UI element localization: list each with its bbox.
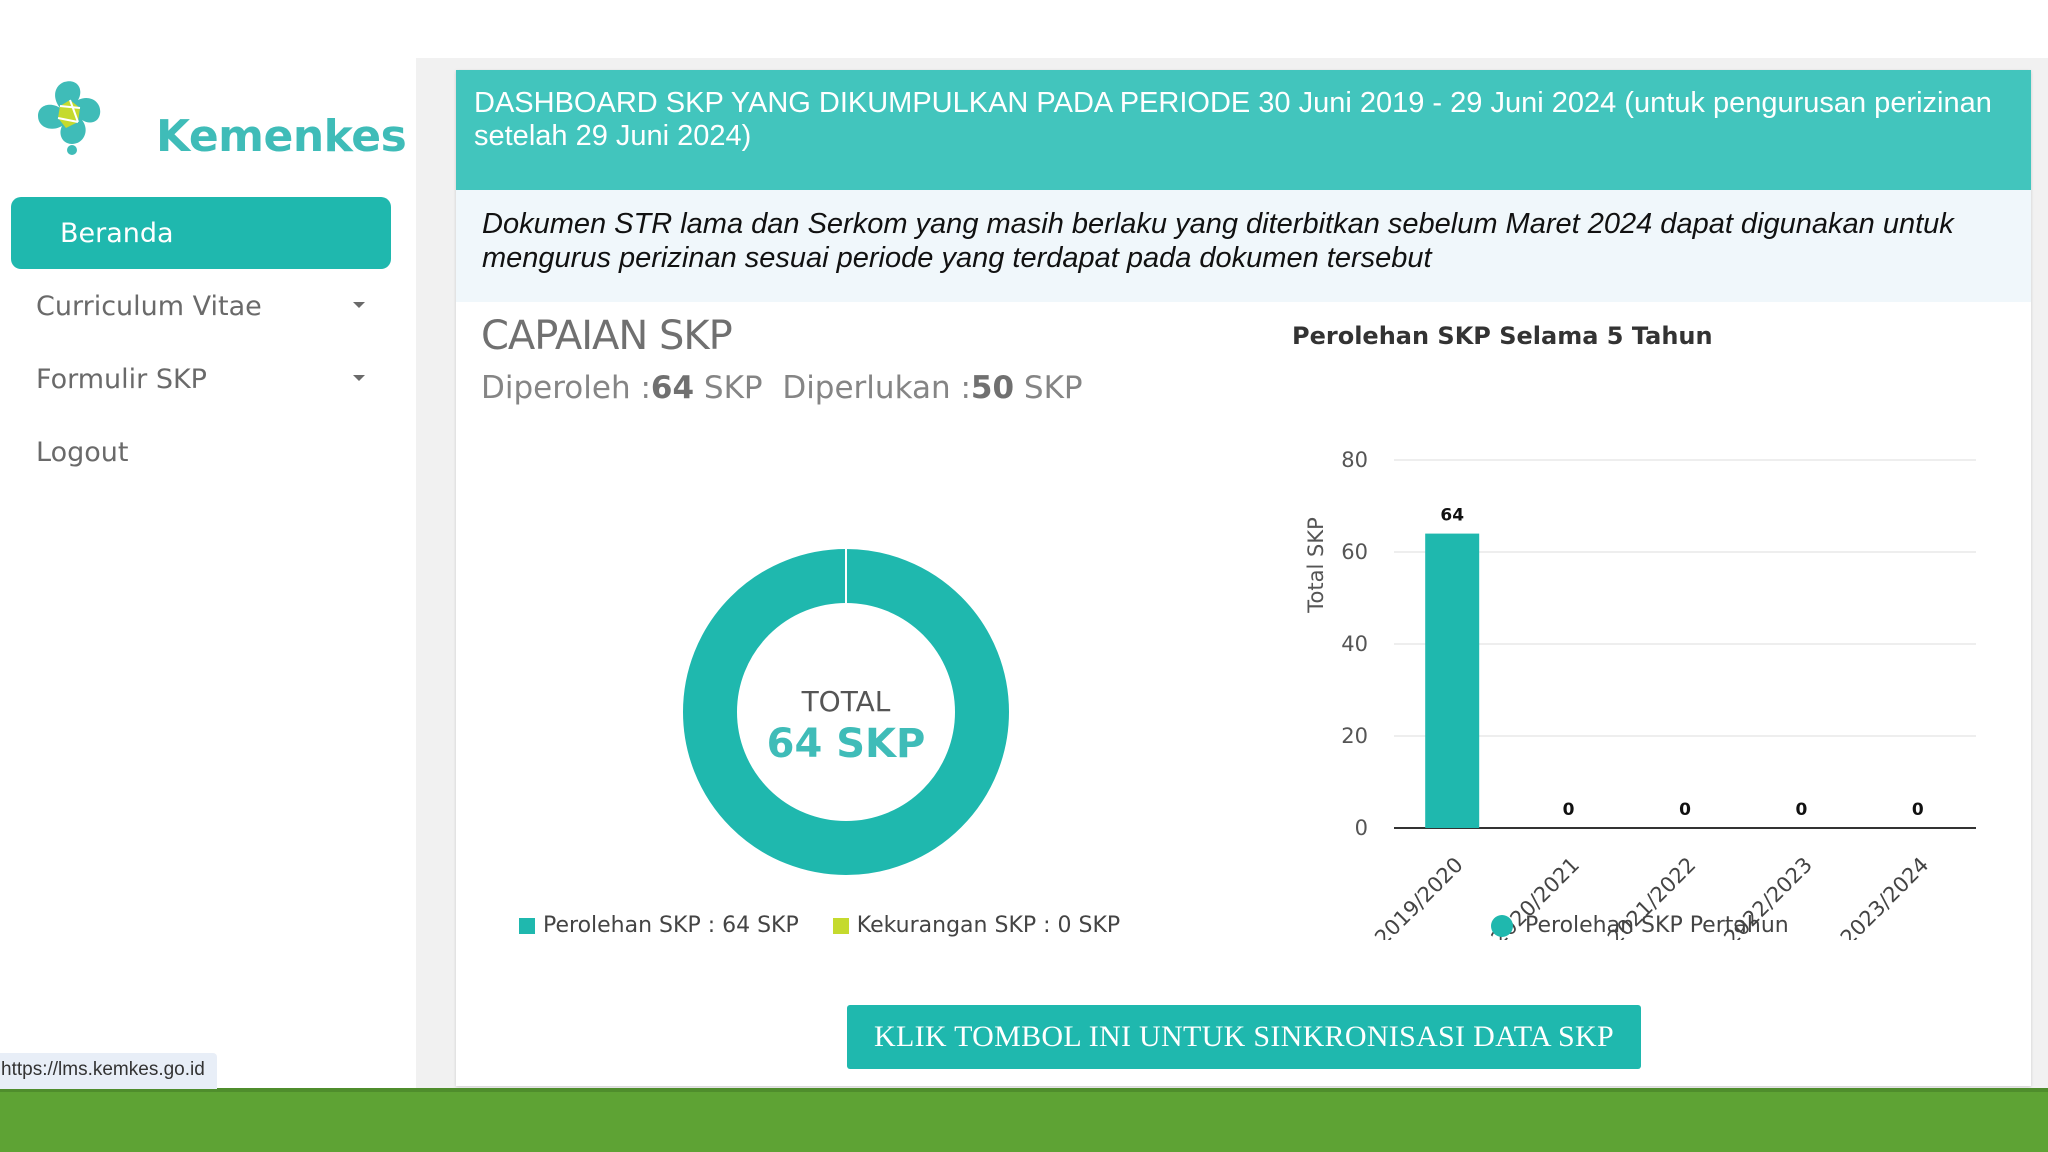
donut-legend: Perolehan SKP : 64 SKP Kekurangan SKP : … xyxy=(519,913,1154,938)
bar-chart-title: Perolehan SKP Selama 5 Tahun xyxy=(1292,322,1713,350)
diperlukan-value: 50 xyxy=(970,370,1015,406)
x-tick-label: 2023/2024 xyxy=(1836,853,1934,940)
legend-label: Perolehan SKP : 64 SKP xyxy=(543,913,799,938)
sync-skp-button[interactable]: KLIK TOMBOL INI UNTUK SINKRONISASI DATA … xyxy=(847,1005,1641,1069)
legend-swatch xyxy=(1491,914,1513,937)
y-tick-label: 60 xyxy=(1341,540,1368,564)
donut-center-label: TOTAL xyxy=(801,685,891,718)
sidebar-item-beranda[interactable]: Beranda xyxy=(11,197,391,269)
sidebar-item-label: Logout xyxy=(36,436,129,468)
legend-item-kekurangan[interactable]: Kekurangan SKP : 0 SKP xyxy=(832,913,1121,938)
kemenkes-logo[interactable]: Kemenkes xyxy=(34,78,407,162)
diperoleh-unit: SKP xyxy=(703,370,763,406)
diperlukan-unit: SKP xyxy=(1023,370,1083,406)
diperoleh-value: 64 xyxy=(650,370,695,406)
donut-chart: TOTAL 64 SKP xyxy=(456,450,1216,910)
status-bar-url: https://lms.kemkes.go.id xyxy=(0,1053,217,1089)
y-tick-label: 0 xyxy=(1355,816,1368,840)
bar-chart: Perolehan SKP Selama 5 Tahun 0 20 40 60 80 6… xyxy=(1276,320,2016,950)
sidebar-item-formulir-skp[interactable]: Formulir SKP xyxy=(11,343,391,415)
bar-legend: Perolehan SKP Pertahun xyxy=(1491,913,1789,938)
sidebar-item-label: Formulir SKP xyxy=(36,363,207,395)
donut-center-value: 64 SKP xyxy=(767,721,926,767)
sidebar-item-label: Beranda xyxy=(60,217,174,249)
caret-down-icon xyxy=(353,375,365,381)
dashboard-header: DASHBOARD SKP YANG DIKUMPULKAN PADA PERI… xyxy=(456,70,2031,190)
legend-item-perolehan[interactable]: Perolehan SKP : 64 SKP xyxy=(519,913,799,938)
y-tick-label: 20 xyxy=(1341,724,1368,748)
notice-banner: Dokumen STR lama dan Serkom yang masih b… xyxy=(456,190,2031,302)
kemenkes-logo-icon xyxy=(38,81,101,155)
y-tick-label: 40 xyxy=(1341,632,1368,656)
bar-2019-2020[interactable] xyxy=(1425,533,1480,828)
sidebar-item-label: Curriculum Vitae xyxy=(36,290,262,322)
y-tick-label: 80 xyxy=(1341,448,1368,472)
bar-data-label: 0 xyxy=(1679,800,1691,820)
bar-data-label: 0 xyxy=(1563,800,1575,820)
legend-swatch xyxy=(519,917,535,934)
sidebar: Kemenkes Beranda Curriculum Vitae Formul… xyxy=(0,58,415,1088)
y-axis-label: Total SKP xyxy=(1304,517,1328,613)
legend-label: Kekurangan SKP : 0 SKP xyxy=(856,913,1121,938)
sidebar-item-logout[interactable]: Logout xyxy=(11,416,391,488)
bar-data-label: 0 xyxy=(1912,800,1924,820)
bar-data-label: 64 xyxy=(1440,506,1464,526)
donut-chart-svg: TOTAL 64 SKP xyxy=(683,548,1009,875)
logo-text: Kemenkes xyxy=(156,111,407,162)
capaian-title: CAPAIAN SKP xyxy=(481,313,733,359)
caret-down-icon xyxy=(353,302,365,308)
bar-data-label: 0 xyxy=(1795,800,1807,820)
legend-swatch xyxy=(832,917,849,934)
bottom-taskbar xyxy=(0,1088,2048,1152)
sidebar-item-curriculum-vitae[interactable]: Curriculum Vitae xyxy=(11,270,391,342)
diperoleh-label: Diperoleh : xyxy=(481,370,651,406)
x-tick-label: 2019/2020 xyxy=(1370,853,1468,940)
diperlukan-label: Diperlukan : xyxy=(782,370,971,406)
bar-chart-svg: Perolehan SKP Selama 5 Tahun 0 20 40 60 80 6… xyxy=(1292,322,1976,950)
legend-label: Perolehan SKP Pertahun xyxy=(1525,913,1789,938)
capaian-summary: Diperoleh :64 SKP Diperlukan :50 SKP xyxy=(481,370,1083,406)
dashboard-card: DASHBOARD SKP YANG DIKUMPULKAN PADA PERI… xyxy=(456,70,2031,1086)
